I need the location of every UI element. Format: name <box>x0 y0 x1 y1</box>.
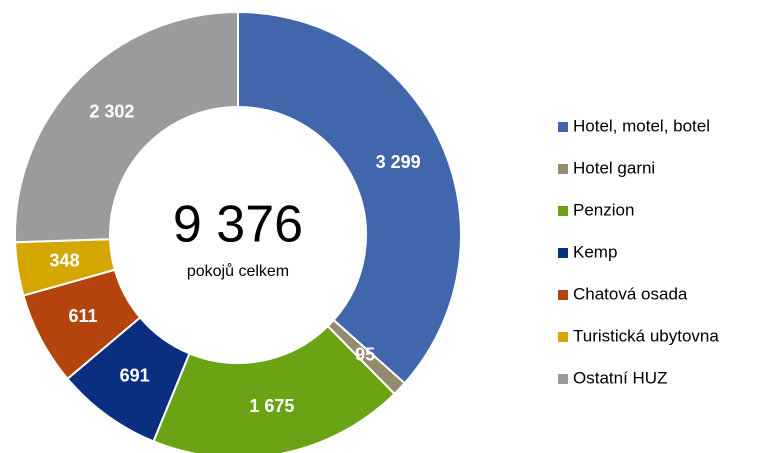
legend-swatch <box>558 374 568 384</box>
center-caption: pokojů celkem <box>187 262 289 280</box>
value-label: 611 <box>68 306 97 326</box>
slice <box>237 10 462 385</box>
legend-label: Ostatní HUZ <box>573 368 667 387</box>
legend-label: Hotel, motel, botel <box>573 116 710 135</box>
legend-label: Penzion <box>573 200 634 219</box>
slice <box>152 324 396 453</box>
legend-label: Hotel garni <box>573 158 655 177</box>
legend-label: Turistická ubytovna <box>573 326 719 345</box>
value-label: 348 <box>50 251 80 271</box>
legend-swatch <box>558 290 568 300</box>
value-label: 95 <box>355 345 375 365</box>
legend-swatch <box>558 248 568 258</box>
legend-swatch <box>558 164 568 174</box>
legend-swatch <box>558 332 568 342</box>
slice <box>14 10 239 244</box>
value-label: 691 <box>120 366 150 386</box>
legend-label: Kemp <box>573 242 617 261</box>
value-label: 2 302 <box>89 102 134 122</box>
value-label: 1 675 <box>249 396 294 416</box>
legend-swatch <box>558 206 568 216</box>
legend-label: Chatová osada <box>573 284 688 303</box>
center-value: 9 376 <box>173 196 303 254</box>
value-label: 3 299 <box>376 152 421 172</box>
legend-swatch <box>558 122 568 132</box>
